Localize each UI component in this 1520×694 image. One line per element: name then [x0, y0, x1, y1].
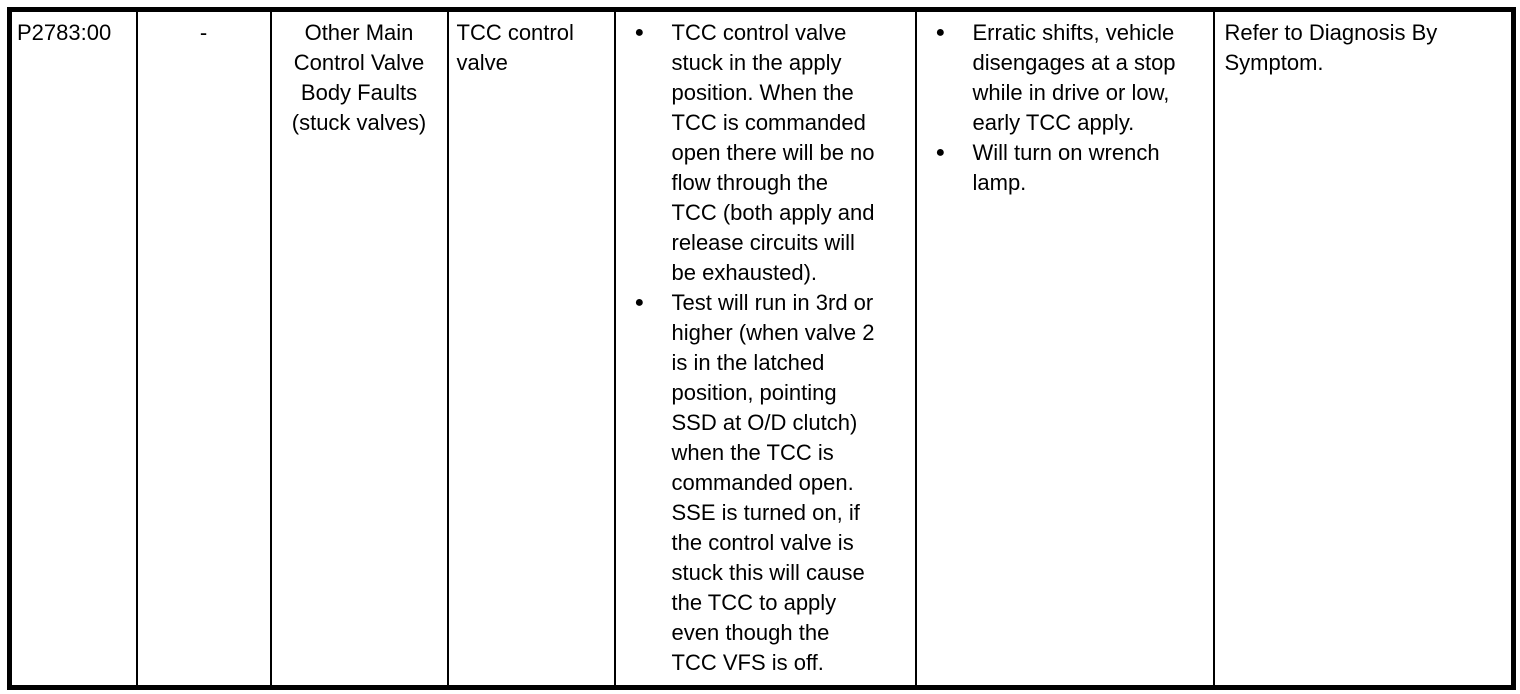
list-item: ● TCC control valve stuck in the apply p… [616, 18, 915, 288]
symptom-list: ● Erratic shifts, vehicle disengages at … [917, 18, 1213, 198]
list-item: ● Will turn on wrench lamp. [917, 138, 1213, 198]
dtc-table: P2783:00 - Other Main Control Valve Body… [7, 7, 1516, 690]
list-item: ● Test will run in 3rd or higher (when v… [616, 288, 915, 678]
secondary-code: - [199, 20, 208, 45]
bullet-icon: ● [935, 144, 946, 161]
cell-component: TCC control valve [446, 9, 615, 688]
cell-description: ● TCC control valve stuck in the apply p… [613, 9, 916, 688]
cell-fault-category: Other Main Control Valve Body Faults (st… [269, 9, 448, 688]
symptom-bullet-text: Erratic shifts, vehicle disengages at a … [972, 20, 1176, 135]
cell-dtc-code: P2783:00 [10, 10, 137, 688]
description-list: ● TCC control valve stuck in the apply p… [616, 18, 915, 678]
bullet-icon: ● [935, 24, 946, 41]
bullet-icon: ● [634, 294, 645, 311]
bullet-icon: ● [634, 24, 645, 41]
cell-action: Refer to Diagnosis By Symptom. [1212, 9, 1514, 688]
dtc-code: P2783:00 [17, 20, 112, 45]
description-bullet-text: TCC control valve stuck in the apply pos… [671, 20, 875, 285]
table-row: P2783:00 - Other Main Control Valve Body… [10, 9, 1514, 688]
list-item: ● Erratic shifts, vehicle disengages at … [917, 18, 1213, 138]
action-text: Refer to Diagnosis By Symptom. [1224, 20, 1438, 75]
symptom-bullet-text: Will turn on wrench lamp. [972, 140, 1160, 195]
description-bullet-text: Test will run in 3rd or higher (when val… [671, 290, 875, 675]
fault-category-text: Other Main Control Valve Body Faults (st… [291, 20, 427, 135]
cell-secondary-code: - [135, 9, 271, 688]
cell-symptoms: ● Erratic shifts, vehicle disengages at … [914, 9, 1214, 688]
component-text: TCC control valve [456, 20, 574, 75]
